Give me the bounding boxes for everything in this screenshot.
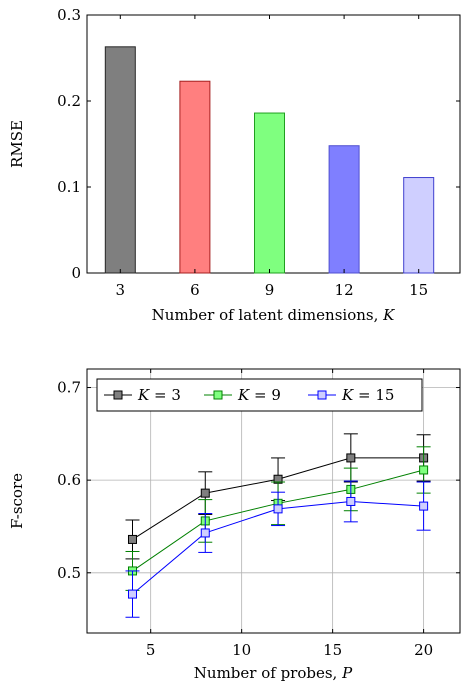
- bar-9: [254, 112, 285, 274]
- y-tick-label: 0.6: [57, 471, 81, 489]
- x-axis-label-var: K: [382, 306, 395, 324]
- y-axis-label: F-score: [8, 473, 26, 529]
- plot-area: 0 0.1 0.2 0.3 3 6 9 12 15: [57, 6, 461, 299]
- x-tick-label: 15: [409, 281, 428, 299]
- legend-entry-3: K = 15: [308, 386, 394, 404]
- rmse-bar-chart: 0 0.1 0.2 0.3 3 6 9 12 15 RMSE Number of latent…: [8, 6, 461, 324]
- x-tick-label: 10: [232, 641, 251, 659]
- plot-area: 5 10 15 20 0.5 0.6 0.7 K = 3 K = 9 K = 15: [57, 368, 461, 659]
- x-axis-label-text: Number of probes,: [194, 664, 342, 682]
- bar-12: [328, 145, 360, 274]
- data-point: [346, 453, 356, 463]
- legend-marker: [113, 390, 123, 400]
- legend: K = 3 K = 9 K = 15: [96, 378, 423, 412]
- series-3: [125, 480, 431, 618]
- x-tick-label: 12: [335, 281, 354, 299]
- legend-entry-2: K = 9: [204, 386, 281, 404]
- data-point: [273, 504, 283, 514]
- legend-label: K = 9: [237, 386, 281, 404]
- data-point: [419, 465, 429, 475]
- axis-ticks: 5 10 15 20 0.5 0.6 0.7: [57, 369, 460, 659]
- legend-entry-1: K = 3: [104, 386, 181, 404]
- y-tick-label: 0: [71, 264, 81, 282]
- x-axis-label: Number of latent dimensions, K: [152, 306, 395, 324]
- legend-box: [96, 378, 423, 412]
- y-tick-label: 0.5: [57, 564, 81, 582]
- y-axis-ticks: 0 0.1 0.2 0.3: [57, 6, 460, 282]
- fscore-line-chart: 5 10 15 20 0.5 0.6 0.7 K = 3 K = 9 K = 15 F-scor…: [8, 368, 461, 682]
- y-axis-label: RMSE: [8, 120, 26, 168]
- legend-marker: [317, 390, 327, 400]
- bar-15: [403, 177, 435, 274]
- y-tick-label: 0.1: [57, 178, 81, 196]
- y-tick-label: 0.2: [57, 92, 81, 110]
- data-point: [419, 501, 429, 511]
- bar-group: [104, 46, 435, 274]
- x-axis-label-text: Number of latent dimensions,: [152, 306, 383, 324]
- x-tick-label: 15: [323, 641, 342, 659]
- data-point: [200, 488, 210, 498]
- y-tick-label: 0.7: [57, 379, 81, 397]
- data-point: [200, 528, 210, 538]
- x-axis-label: Number of probes, P: [194, 664, 353, 682]
- bar-3: [104, 46, 136, 274]
- legend-marker: [213, 390, 223, 400]
- x-axis-label-var: P: [341, 664, 353, 682]
- series-group: [125, 433, 431, 618]
- legend-label: K = 15: [341, 386, 394, 404]
- plot-frame: [86, 368, 461, 634]
- data-point: [127, 589, 137, 599]
- x-tick-label: 3: [116, 281, 126, 299]
- data-point: [127, 534, 137, 544]
- bar-6: [179, 80, 211, 274]
- x-tick-label: 9: [265, 281, 275, 299]
- x-tick-label: 6: [190, 281, 200, 299]
- legend-label: K = 3: [137, 386, 181, 404]
- y-tick-label: 0.3: [57, 6, 81, 24]
- x-tick-label: 5: [146, 641, 156, 659]
- data-point: [346, 496, 356, 506]
- x-tick-label: 20: [414, 641, 433, 659]
- x-axis-ticks: 3 6 9 12 15: [116, 15, 428, 299]
